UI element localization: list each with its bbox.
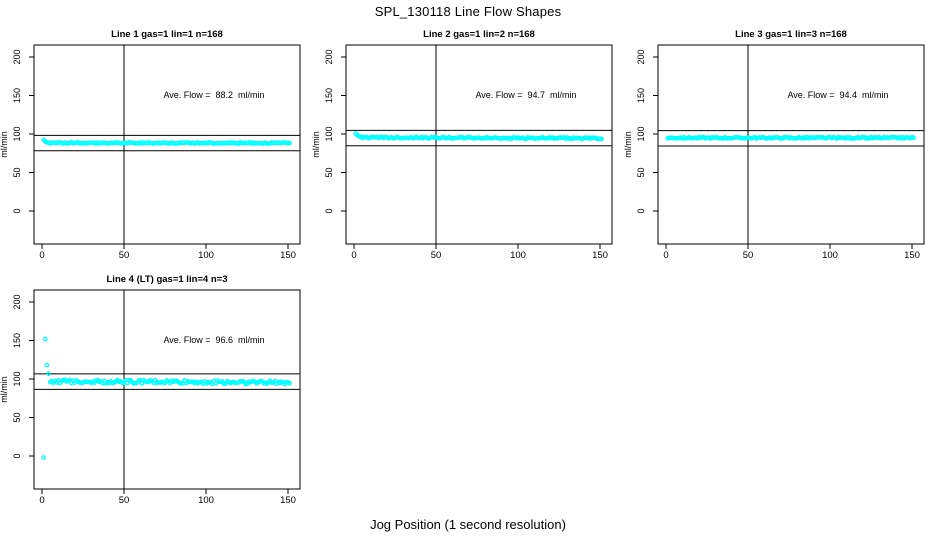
y-tick-label: 0 [324,208,334,213]
ave-flow-annotation: Ave. Flow = 88.2 ml/min [163,90,264,100]
x-tick-label: 0 [351,250,356,261]
data-point [287,140,292,146]
y-tick-label: 150 [324,88,334,103]
y-tick-label: 50 [12,167,22,177]
x-tick-label: 0 [39,495,44,506]
data-point [44,362,50,368]
y-tick-label: 0 [636,208,646,213]
panel-title: Line 1 gas=1 lin=1 n=168 [111,29,223,40]
plot-box [657,44,925,245]
x-tick-label: 50 [743,250,754,261]
panel-title: Line 4 (LT) gas=1 lin=4 n=3 [107,274,228,285]
panel-1: Line 1 gas=1 lin=1 n=168 ml/min 0 50 100 150 0… [0,20,312,265]
y-axis-label: ml/min [624,131,633,158]
plot-box [345,44,613,245]
x-tick-label: 50 [119,495,130,506]
data-point [46,371,51,376]
plot-box [33,289,301,490]
y-axis-label: ml/min [312,131,321,158]
ave-flow-annotation: Ave. Flow = 94.4 ml/min [787,90,888,100]
data-point [42,336,48,342]
panel-3: Line 3 gas=1 lin=3 n=168 ml/min 0 50 100 150 0… [623,20,936,265]
y-tick-label: 100 [636,126,646,141]
ave-flow-annotation: Ave. Flow = 94.7 ml/min [475,90,576,100]
data-point [41,455,46,460]
y-tick-label: 200 [12,49,22,64]
figure-title: SPL_130118 Line Flow Shapes [374,4,562,19]
x-tick-label: 150 [280,250,296,261]
panel-4-plot: Line 4 (LT) gas=1 lin=4 n=3 ml/min 0 50 100 1… [0,274,301,506]
y-tick-label: 150 [12,333,22,348]
x-tick-label: 150 [280,495,296,506]
panel-2-plot: Line 2 gas=1 lin=2 n=168 ml/min 0 50 100 150 0… [311,29,613,261]
panel-2: Line 2 gas=1 lin=2 n=168 ml/min 0 50 100 150 0… [311,20,624,265]
x-tick-label: 50 [119,250,130,261]
panel-3-plot: Line 3 gas=1 lin=3 n=168 ml/min 0 50 100 150 0… [623,29,925,261]
x-tick-label: 100 [198,250,214,261]
y-tick-label: 50 [636,167,646,177]
x-tick-label: 150 [904,250,920,261]
data-point [911,135,916,140]
y-tick-label: 200 [12,294,22,309]
x-tick-label: 150 [592,250,608,261]
y-tick-label: 50 [324,167,334,177]
y-tick-label: 100 [12,126,22,141]
panel-title: Line 3 gas=1 lin=3 n=168 [735,29,847,40]
y-axis-label: ml/min [0,131,9,158]
data-point [287,380,292,386]
data-point [599,136,604,142]
x-tick-label: 0 [663,250,668,261]
x-tick-label: 0 [39,250,44,261]
y-tick-label: 0 [12,208,22,213]
y-tick-label: 100 [12,371,22,386]
y-tick-label: 50 [12,412,22,422]
y-axis-label: ml/min [0,376,9,403]
y-tick-label: 200 [324,49,334,64]
y-tick-label: 150 [636,88,646,103]
panel-1-plot: Line 1 gas=1 lin=1 n=168 ml/min 0 50 100 150 0… [0,29,301,261]
panel-4: Line 4 (LT) gas=1 lin=4 n=3 ml/min 0 50 100 1… [0,265,312,510]
x-tick-label: 50 [431,250,442,261]
y-tick-label: 150 [12,88,22,103]
figure-x-axis-label: Jog Position (1 second resolution) [370,517,566,532]
plot-box [33,44,301,245]
ave-flow-annotation: Ave. Flow = 96.6 ml/min [163,335,264,345]
x-tick-label: 100 [198,495,214,506]
y-tick-label: 100 [324,126,334,141]
x-tick-label: 100 [822,250,838,261]
y-tick-label: 0 [12,453,22,458]
panel-title: Line 2 gas=1 lin=2 n=168 [423,29,535,40]
x-tick-label: 100 [510,250,526,261]
y-tick-label: 200 [636,49,646,64]
